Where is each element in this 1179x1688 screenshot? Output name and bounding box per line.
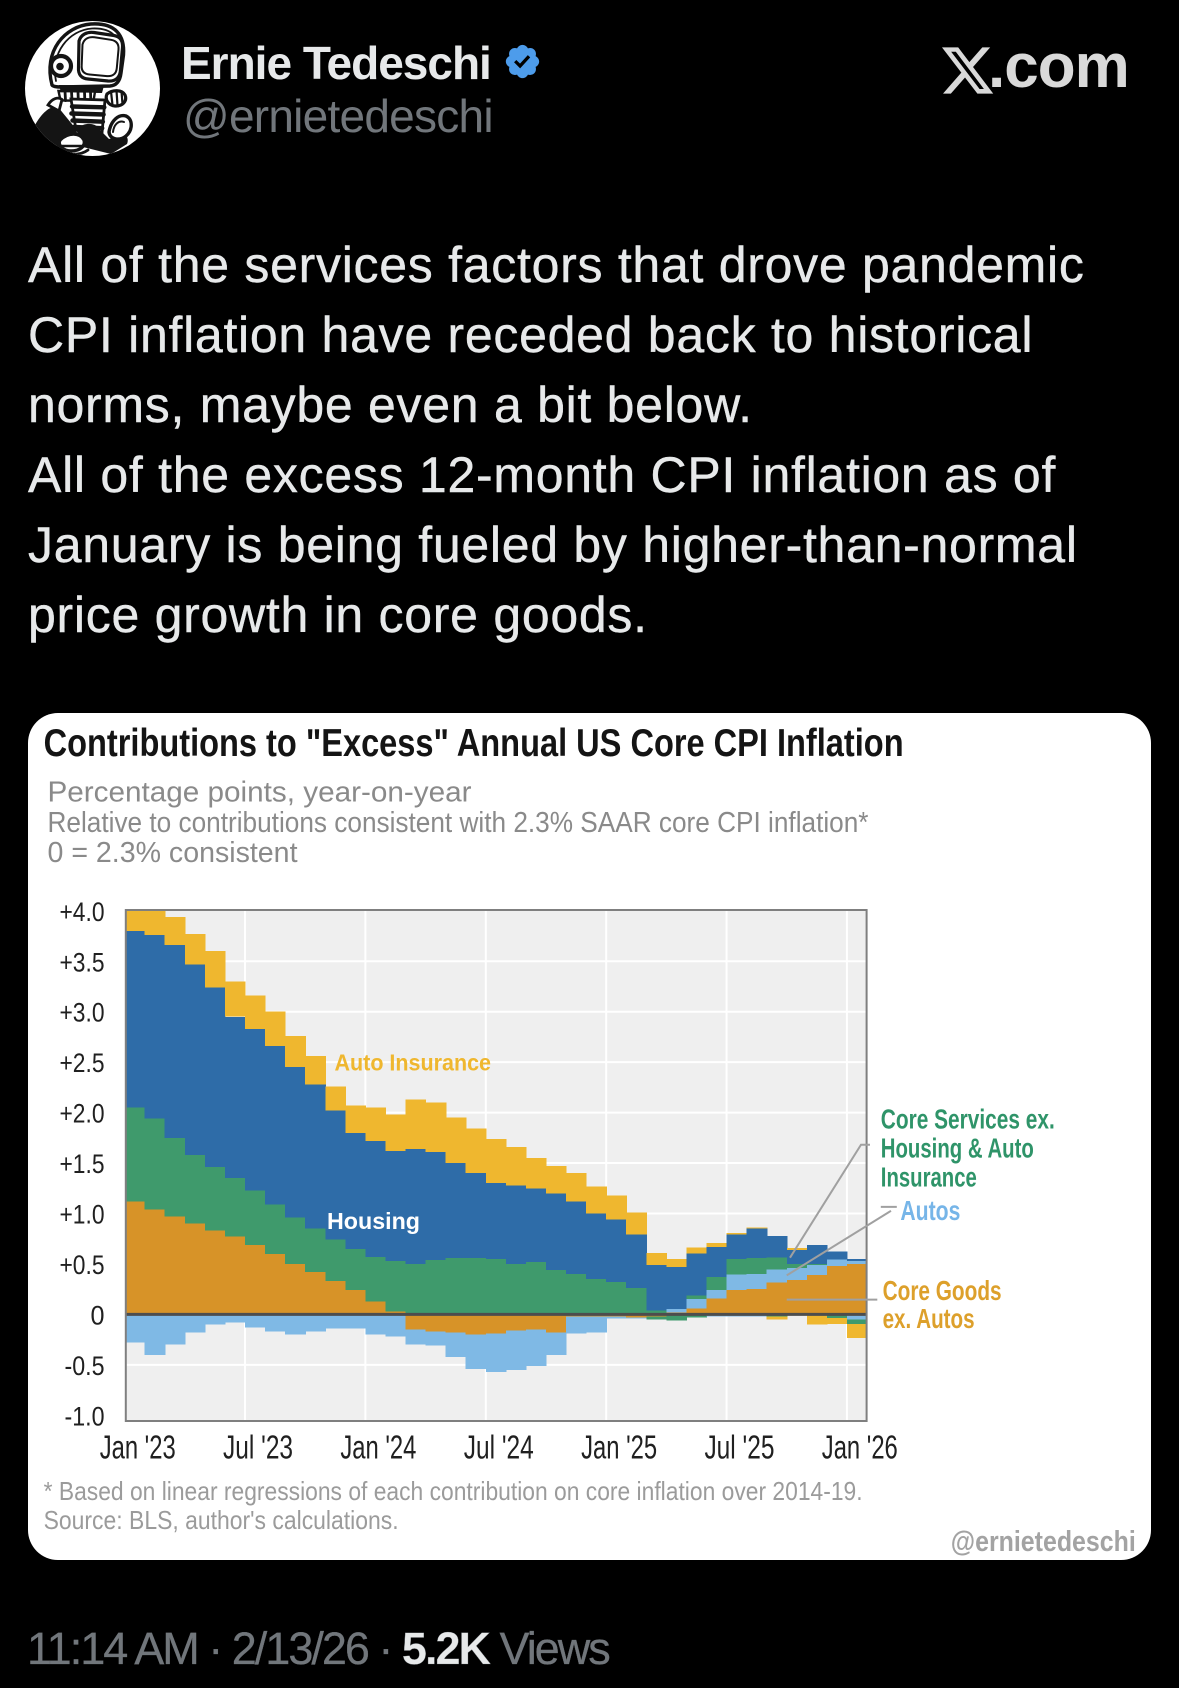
svg-text:+3.0: +3.0 <box>60 998 105 1028</box>
svg-text:Jul '24: Jul '24 <box>464 1429 534 1466</box>
svg-text:Source: BLS, author's calculat: Source: BLS, author's calculations. <box>44 1505 399 1535</box>
svg-text:Jan '25: Jan '25 <box>581 1429 657 1466</box>
svg-text:ex. Autos: ex. Autos <box>883 1303 975 1334</box>
svg-text:+2.0: +2.0 <box>60 1099 105 1129</box>
svg-text:Jul '25: Jul '25 <box>704 1429 774 1466</box>
svg-text:Relative to contributions cons: Relative to contributions consistent wit… <box>48 807 869 839</box>
svg-text:* Based on linear regressions: * Based on linear regressions of each co… <box>44 1476 863 1506</box>
svg-text:0: 0 <box>91 1300 105 1330</box>
svg-text:Core Services ex.: Core Services ex. <box>881 1104 1055 1135</box>
svg-text:Jan '26: Jan '26 <box>822 1429 898 1466</box>
svg-text:0 = 2.3% consistent: 0 = 2.3% consistent <box>48 837 298 869</box>
svg-text:+4.0: +4.0 <box>60 897 105 927</box>
svg-text:Auto Insurance: Auto Insurance <box>335 1050 492 1076</box>
svg-text:Housing: Housing <box>327 1208 420 1234</box>
svg-text:+2.5: +2.5 <box>60 1048 105 1078</box>
svg-text:Jan '24: Jan '24 <box>340 1429 416 1466</box>
svg-text:@ernietedeschi: @ernietedeschi <box>951 1526 1136 1558</box>
svg-text:+1.0: +1.0 <box>60 1200 105 1230</box>
svg-text:+1.5: +1.5 <box>60 1149 105 1179</box>
svg-text:Insurance: Insurance <box>881 1162 977 1193</box>
svg-text:Housing & Auto: Housing & Auto <box>881 1133 1034 1164</box>
svg-text:Jan '23: Jan '23 <box>100 1429 176 1466</box>
svg-text:Jul '23: Jul '23 <box>223 1429 293 1466</box>
svg-text:Contributions to "Excess" Annu: Contributions to "Excess" Annual US Core… <box>44 722 904 765</box>
svg-text:+3.5: +3.5 <box>60 947 105 977</box>
svg-text:+0.5: +0.5 <box>60 1250 105 1280</box>
svg-text:-0.5: -0.5 <box>65 1351 105 1381</box>
svg-text:-1.0: -1.0 <box>65 1401 105 1431</box>
svg-text:Percentage points, year-on-yea: Percentage points, year-on-year <box>48 777 473 809</box>
svg-text:Core Goods: Core Goods <box>883 1275 1002 1306</box>
svg-text:Autos: Autos <box>900 1195 960 1226</box>
